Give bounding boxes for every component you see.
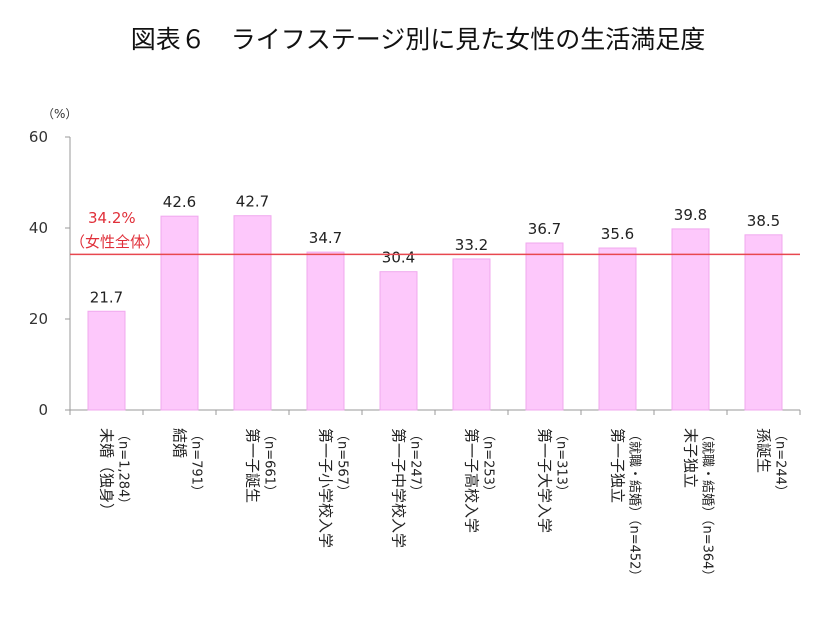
data-label: 38.5	[747, 212, 780, 230]
category-label: 第一子中学校入学	[390, 428, 408, 548]
y-tick-label: 40	[29, 219, 48, 237]
bar	[233, 215, 272, 411]
y-tick-label: 60	[29, 128, 48, 146]
category-label: 第一子高校入学	[463, 428, 481, 533]
bar	[379, 271, 418, 411]
category-label: 孫誕生	[755, 428, 773, 473]
data-label: 42.7	[236, 193, 269, 211]
category-sample-size: （n=791）	[189, 428, 204, 498]
reference-line-group: 34.2% （女性全体）	[70, 209, 800, 256]
data-label: 42.6	[163, 193, 196, 211]
category-label: 第一子独立	[609, 428, 627, 503]
reference-line-label: 34.2%	[88, 209, 136, 227]
category-sample-size: （n=1,284）	[116, 428, 131, 510]
category-sample-size: （n=661）	[262, 428, 277, 498]
data-label: 36.7	[528, 220, 561, 238]
bar	[671, 228, 710, 411]
bar	[87, 310, 126, 411]
bar	[452, 258, 491, 411]
category-sample-size: （n=253）	[481, 428, 496, 498]
category-sample-size: （就職・結婚）（n=452）	[627, 428, 642, 582]
data-label: 30.4	[382, 249, 415, 267]
data-label: 34.7	[309, 229, 342, 247]
chart-title: 図表６ ライフステージ別に見た女性の生活満足度	[130, 25, 706, 54]
category-sample-size: （n=313）	[554, 428, 569, 498]
category-label: 第一子大学入学	[536, 428, 554, 533]
bar	[744, 234, 783, 411]
bars: 21.7 42.6 42.7 34.7 30.4 33.2 36.7 35.6 39.8 38.5	[87, 193, 783, 411]
bar	[306, 251, 345, 411]
category-sample-size: （n=567）	[335, 428, 350, 498]
y-tick-label: 0	[38, 401, 48, 419]
reference-line-sublabel: （女性全体）	[70, 233, 160, 251]
y-tick-label: 20	[29, 310, 48, 328]
bar	[525, 242, 564, 411]
data-label: 33.2	[455, 236, 488, 254]
data-label: 21.7	[90, 288, 123, 306]
bar	[160, 215, 199, 411]
category-sample-size: （n=247）	[408, 428, 423, 498]
y-unit-label: （%）	[42, 107, 77, 121]
category-sample-size: （就職・結婚）（n=364）	[700, 428, 715, 582]
category-label: 末子独立	[682, 428, 700, 488]
category-sample-size: （n=244）	[773, 428, 788, 498]
data-label: 39.8	[674, 206, 707, 224]
category-label: 結婚	[171, 428, 189, 458]
data-label: 35.6	[601, 225, 634, 243]
category-label: 第一子小学校入学	[317, 428, 335, 548]
category-label: 第一子誕生	[244, 428, 262, 503]
bar	[598, 247, 637, 411]
category-labels: 未婚（独身） （n=1,284） 結婚 （n=791） 第一子誕生 （n=661） 第一子小…	[98, 428, 788, 582]
category-label: 未婚（独身）	[98, 428, 116, 518]
